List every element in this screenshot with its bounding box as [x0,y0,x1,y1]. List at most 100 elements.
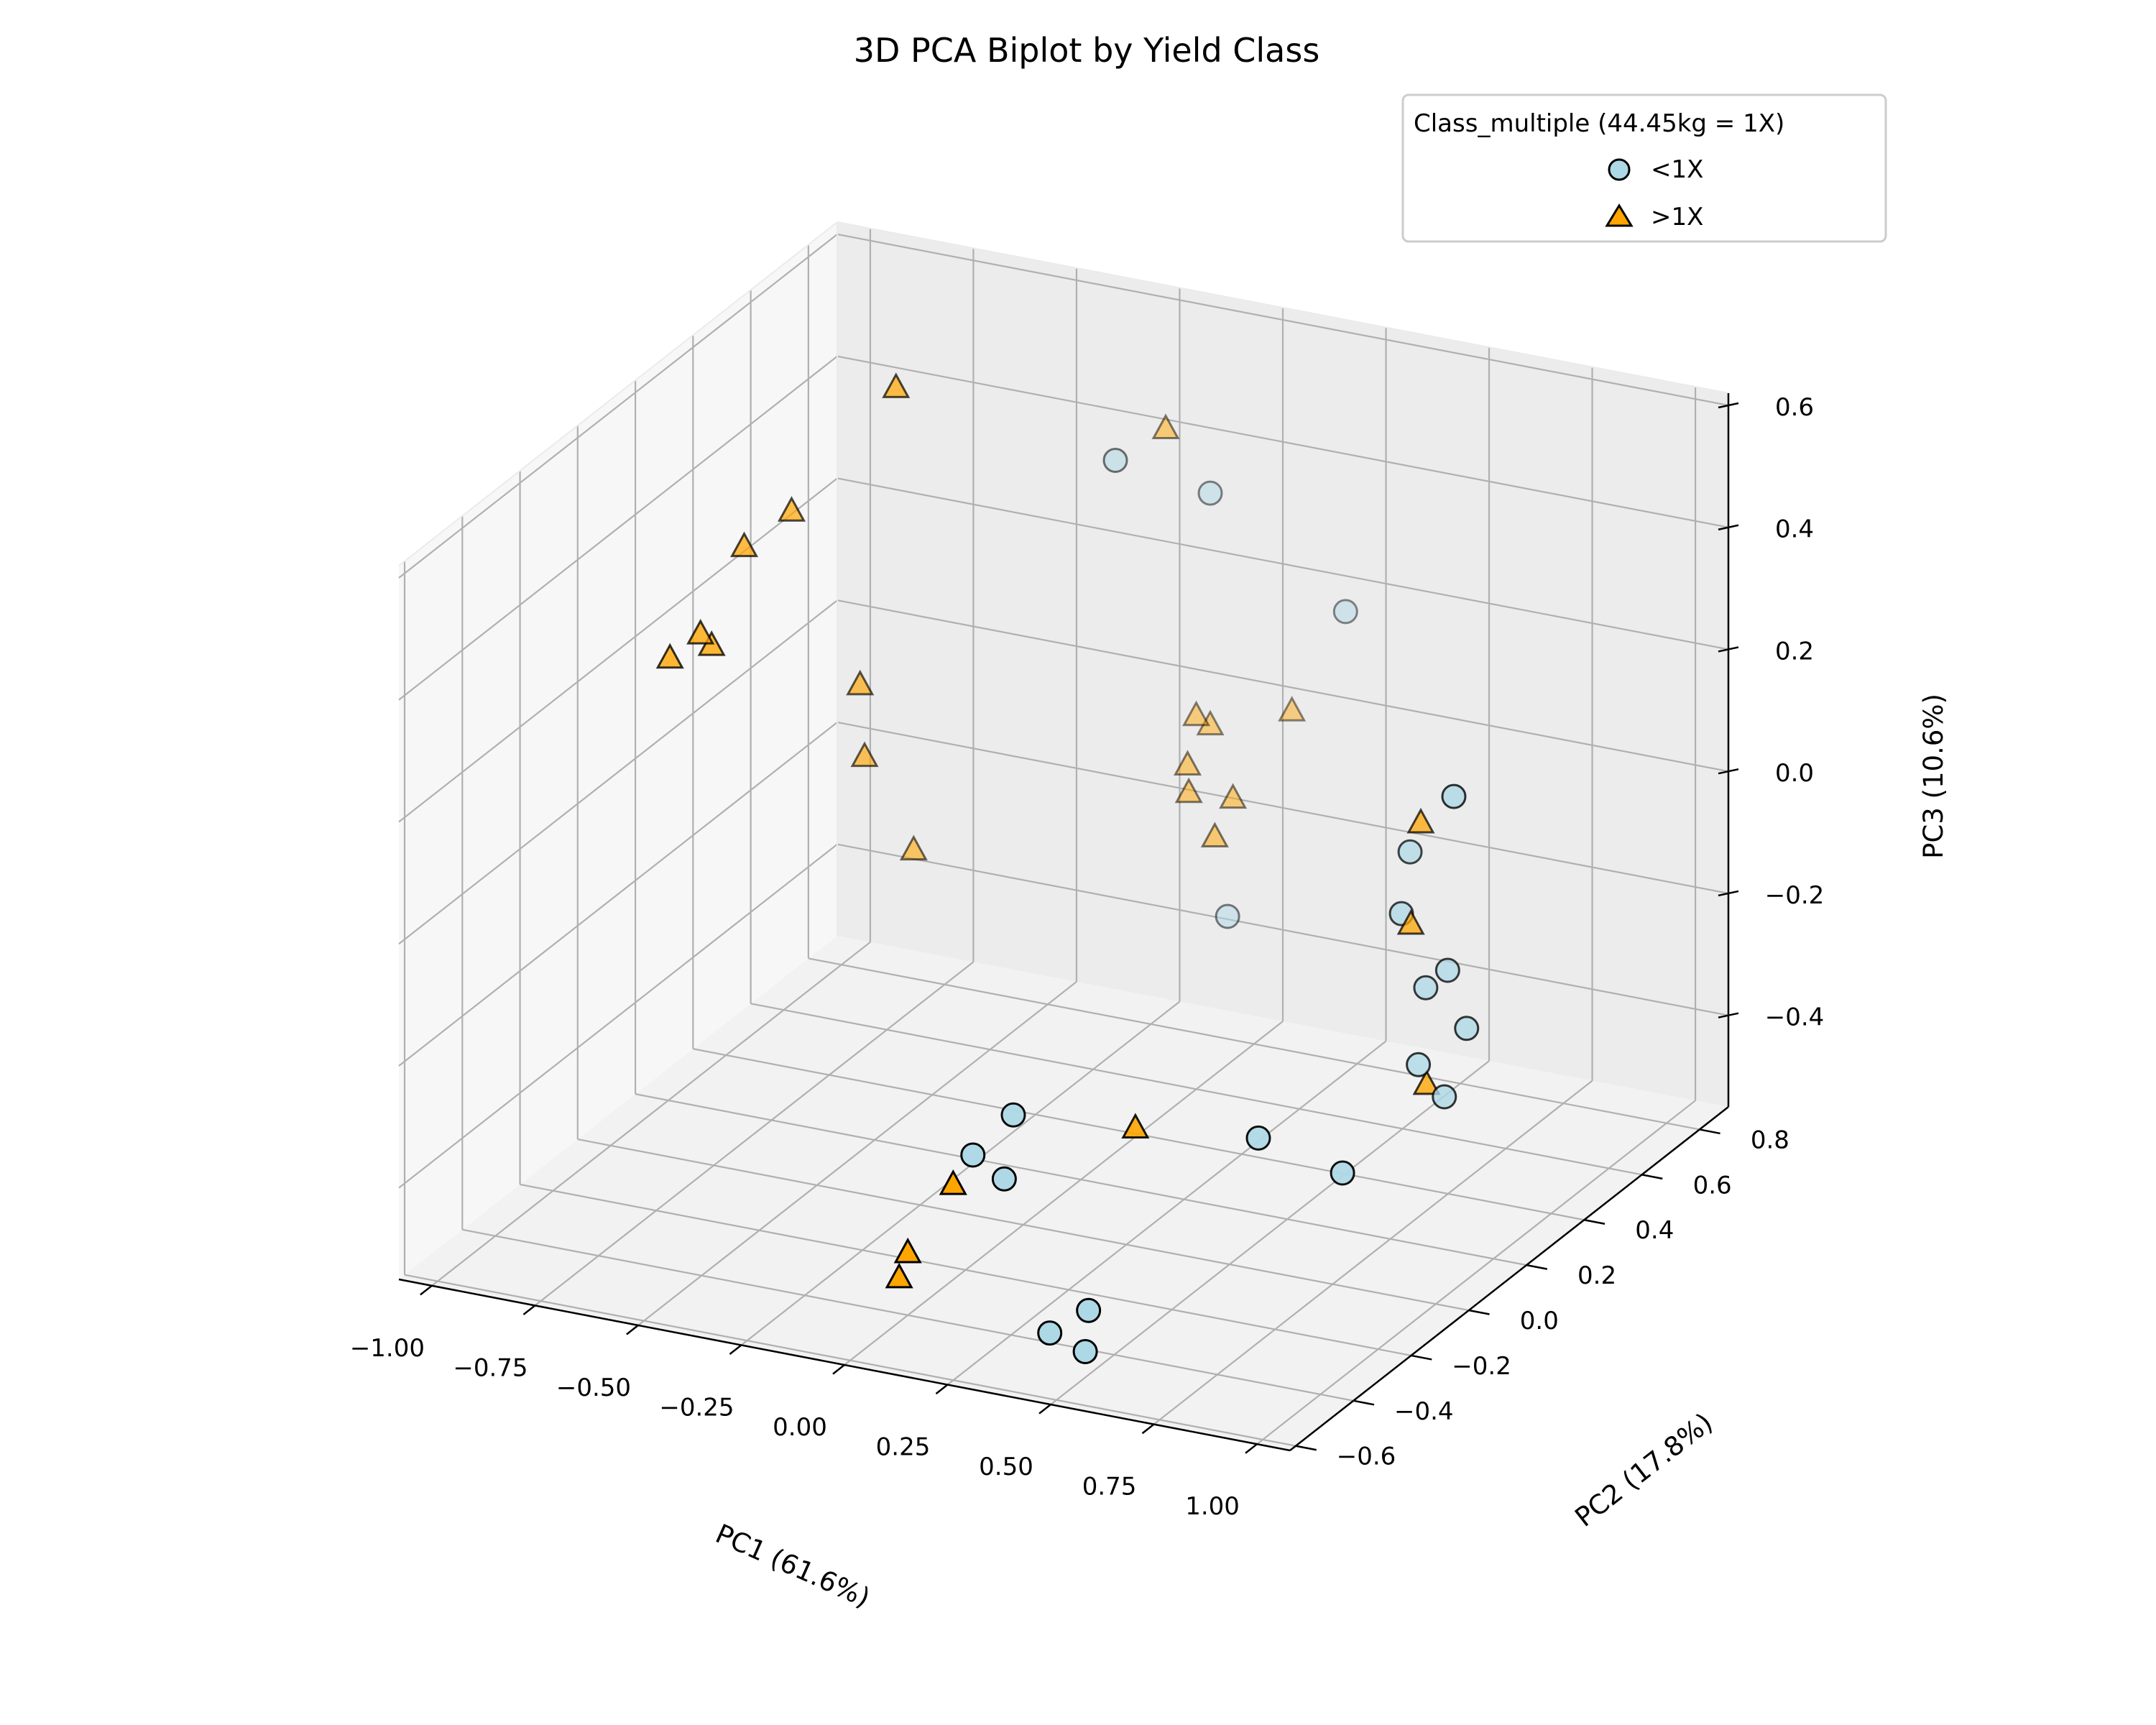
side-pane [399,222,837,1279]
x-tick [935,1384,949,1395]
x-tick [729,1344,742,1356]
point-over-1x-8 [850,741,879,768]
legend-label-over-1x: >1X [1651,203,1703,231]
point-over-1x-7 [846,669,875,696]
point-under-1x-2 [1332,599,1358,625]
point-under-1x-4 [1441,783,1467,809]
point-over-1x-3 [729,531,759,558]
z-tick [1718,890,1739,897]
x-tick [626,1324,639,1335]
y-tick [1468,1309,1490,1315]
legend-label-under-1x: <1X [1651,155,1703,184]
point-under-1x-7 [1434,957,1460,983]
point-under-1x-13 [960,1142,986,1168]
point-over-1x-6 [655,643,684,669]
point-under-1x-5 [1397,839,1423,865]
point-under-1x-10 [1406,1052,1432,1077]
x-tick [832,1364,845,1375]
x-tick-label: −0.75 [453,1353,528,1382]
z-tick-label: −0.4 [1765,1003,1825,1032]
y-tick-label: −0.4 [1394,1397,1454,1426]
grid-line-x [1153,1080,1593,1425]
point-over-1x-23 [885,1262,913,1289]
legend-marker-under-1x [1608,158,1631,181]
x-tick-label: 0.75 [1082,1473,1137,1501]
z-axis-label: PC3 (10.6%) [1918,694,1949,859]
y-tick-label: 0.8 [1751,1126,1789,1154]
point-over-1x-20 [1121,1113,1150,1138]
point-over-1x-22 [893,1237,922,1264]
legend-box [1401,93,1887,243]
grid-line-x [740,1000,1181,1346]
legend-marker-over-1x [1605,203,1634,227]
y-tick [1411,1354,1432,1361]
chart-title: 3D PCA Biplot by Yield Class [854,31,1320,70]
grid-line-z [398,722,838,1067]
grid-line-z [837,599,1729,773]
point-over-1x-21 [939,1169,967,1195]
grid-line-y [520,1183,1411,1357]
grid-line-z [837,843,1729,1016]
axis-lines [398,221,1739,1454]
point-over-1x-10 [1181,700,1211,727]
point-over-1x-15 [1200,822,1229,848]
y-tick-label: −0.6 [1337,1443,1396,1471]
point-over-1x-13 [1174,777,1203,804]
z-tick-label: 0.0 [1775,759,1814,788]
point-under-1x-1 [1197,480,1223,506]
point-under-1x-12 [1000,1102,1026,1128]
data-points [655,372,1480,1364]
z-tick [1718,768,1739,775]
x-tick-label: 0.25 [876,1433,931,1462]
grid-line-z [837,233,1729,407]
point-over-1x-4 [686,619,715,645]
y-axis-label: PC2 (17.8%) [1570,1407,1719,1532]
y-tick [1584,1219,1606,1225]
pane-edge [837,221,1729,394]
x-tick-label: 0.00 [773,1413,827,1442]
y-tick [1526,1264,1548,1270]
grid-line-x [431,941,871,1287]
grid-line-z [398,599,838,945]
z-tick [1718,524,1739,530]
grid-line-z [837,355,1729,528]
grid-line-z [837,721,1729,895]
grid-line-x [534,961,975,1307]
grid-line-z [398,843,838,1189]
grid-line-z [398,234,838,579]
y-tick [1641,1174,1663,1180]
x-axis-label: PC1 (61.6%) [711,1518,874,1614]
point-under-1x-17 [1076,1297,1102,1323]
x-tick-label: −0.50 [556,1374,631,1402]
z-tick [1718,646,1739,653]
z-tick-label: 0.4 [1775,515,1814,544]
grid-lines [398,228,1729,1447]
y-tick-label: 0.2 [1577,1261,1616,1290]
y-tick [1699,1128,1720,1135]
y-tick [1295,1445,1317,1451]
grid-line-x [844,1021,1284,1366]
y-tick-label: 0.0 [1520,1307,1559,1335]
point-over-1x-19 [1412,1069,1441,1095]
point-over-1x-0 [882,372,911,398]
legend: Class_multiple (44.45kg = 1X) <1X >1X [1401,93,1887,243]
point-over-1x-11 [1196,709,1225,736]
point-under-1x-16 [1330,1160,1355,1186]
grid-line-y [462,1228,1354,1402]
grid-line-y [750,1003,1642,1176]
point-under-1x-19 [1072,1338,1098,1364]
point-under-1x-9 [1454,1016,1480,1041]
point-under-1x-14 [991,1166,1017,1192]
grid-line-y [404,1274,1296,1447]
x-tick [522,1305,536,1315]
point-over-1x-1 [1151,413,1180,439]
y-tick [1353,1399,1375,1406]
grid-line-y [808,957,1700,1131]
point-over-1x-17 [1406,807,1435,834]
grid-line-x [1050,1060,1490,1405]
grid-line-y [577,1138,1470,1312]
grid-line-x [946,1040,1387,1386]
pane-edge [398,221,838,566]
point-over-1x-14 [1219,783,1248,809]
z-tick-label: −0.2 [1765,881,1825,910]
